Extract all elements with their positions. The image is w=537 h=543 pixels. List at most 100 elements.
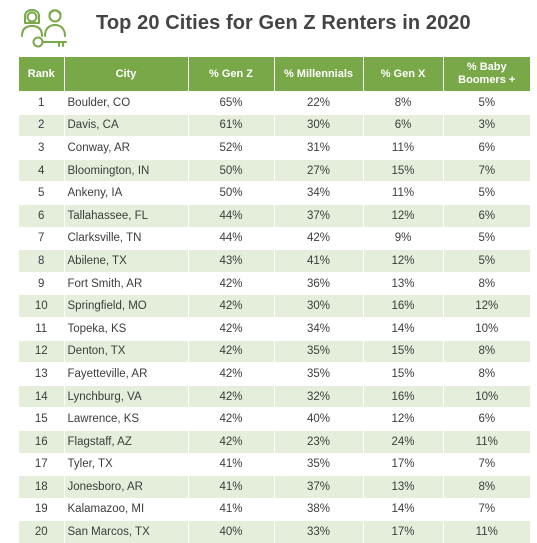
cell-gen-x: 17% (363, 452, 444, 476)
cell-baby-boomers: 6% (443, 136, 530, 160)
cell-city: Davis, CA (64, 113, 189, 137)
cell-gen-x: 15% (363, 362, 444, 386)
column-header-gen-z: % Gen Z (188, 57, 275, 92)
cell-gen-x: 17% (363, 520, 444, 543)
cell-baby-boomers: 8% (443, 362, 530, 386)
cell-millennials: 32% (274, 384, 364, 408)
cell-gen-x: 16% (363, 294, 444, 318)
table-header: Rank City% Gen Z% Millennials% Gen X% Bab… (19, 57, 530, 92)
table-row: 9 Fort Smith, AR 42% 36% 13% 8% (19, 271, 530, 295)
cell-city: Tallahassee, FL (64, 203, 189, 228)
cell-rank: 13 (19, 362, 65, 386)
table-row: 2 Davis, CA 61% 30% 6% 3% (19, 113, 530, 137)
cell-millennials: 23% (274, 429, 364, 453)
cell-baby-boomers: 5% (443, 91, 530, 115)
cell-millennials: 37% (274, 475, 364, 499)
header: Top 20 Cities for Gen Z Renters in 2020 (0, 0, 537, 57)
cell-rank: 4 (19, 158, 65, 182)
cell-city: Lawrence, KS (64, 407, 189, 431)
cell-baby-boomers: 3% (443, 113, 530, 137)
table-row: 15 Lawrence, KS 42% 40% 12% 6% (19, 407, 530, 431)
table-row: 7 Clarksville, TN 44% 42% 9% 5% (19, 226, 530, 250)
cell-gen-x: 14% (363, 497, 444, 521)
cell-millennials: 31% (274, 136, 364, 160)
cell-millennials: 22% (274, 91, 364, 115)
cell-millennials: 38% (274, 497, 364, 521)
cell-baby-boomers: 12% (443, 294, 530, 318)
cell-baby-boomers: 11% (443, 520, 530, 543)
table-row: 12 Denton, TX 42% 35% 15% 8% (19, 339, 530, 363)
table-row: 10 Springfield, MO 42% 30% 16% 12% (19, 294, 530, 318)
cell-baby-boomers: 6% (443, 407, 530, 431)
cell-millennials: 30% (274, 113, 364, 137)
cell-baby-boomers: 8% (443, 271, 530, 295)
cell-millennials: 42% (274, 226, 364, 250)
cell-gen-z: 42% (188, 384, 275, 408)
cell-gen-z: 42% (188, 271, 275, 295)
cell-millennials: 34% (274, 181, 364, 205)
cell-city: Conway, AR (64, 136, 189, 160)
cell-rank: 16 (19, 429, 65, 453)
cities-table: Rank City% Gen Z% Millennials% Gen X% Bab… (19, 57, 530, 543)
table-row: 14 Lynchburg, VA 42% 32% 16% 10% (19, 384, 530, 408)
table-row: 17 Tyler, TX 41% 35% 17% 7% (19, 452, 530, 476)
cell-baby-boomers: 6% (443, 203, 530, 228)
cell-millennials: 27% (274, 158, 364, 182)
cell-city: Denton, TX (64, 339, 189, 363)
cell-rank: 19 (19, 497, 65, 521)
cell-gen-x: 15% (363, 158, 444, 182)
cell-gen-z: 50% (188, 181, 275, 205)
cell-millennials: 40% (274, 407, 364, 431)
page-title: Top 20 Cities for Gen Z Renters in 2020 (96, 12, 471, 34)
cell-gen-z: 42% (188, 339, 275, 363)
cell-city: Tyler, TX (64, 452, 189, 476)
column-header-millennials: % Millennials (274, 57, 364, 92)
cell-rank: 3 (19, 136, 65, 160)
cell-city: Jonesboro, AR (64, 475, 189, 499)
cell-gen-x: 13% (363, 475, 444, 499)
cell-millennials: 41% (274, 249, 364, 273)
table-row: 1 Boulder, CO 65% 22% 8% 5% (19, 91, 530, 115)
cell-gen-z: 43% (188, 249, 275, 273)
cell-city: Ankeny, IA (64, 181, 189, 205)
table-row: 4 Bloomington, IN 50% 27% 15% 7% (19, 158, 530, 182)
cell-gen-x: 11% (363, 181, 444, 205)
header-row: Rank City% Gen Z% Millennials% Gen X% Bab… (19, 57, 530, 92)
column-header-gen-x: % Gen X (363, 57, 444, 92)
cell-gen-x: 9% (363, 226, 444, 250)
cell-millennials: 35% (274, 362, 364, 386)
cell-gen-x: 13% (363, 271, 444, 295)
cell-gen-z: 42% (188, 429, 275, 453)
cell-rank: 1 (19, 91, 65, 115)
table-row: 3 Conway, AR 52% 31% 11% 6% (19, 136, 530, 160)
cell-city: San Marcos, TX (64, 520, 189, 543)
cell-rank: 5 (19, 181, 65, 205)
cell-rank: 11 (19, 316, 65, 341)
cell-city: Flagstaff, AZ (64, 429, 189, 453)
table-row: 19 Kalamazoo, MI 41% 38% 14% 7% (19, 497, 530, 521)
cell-gen-x: 8% (363, 91, 444, 115)
cell-rank: 2 (19, 113, 65, 137)
table-row: 5 Ankeny, IA 50% 34% 11% 5% (19, 181, 530, 205)
cell-baby-boomers: 5% (443, 249, 530, 273)
cell-city: Kalamazoo, MI (64, 497, 189, 521)
cell-baby-boomers: 5% (443, 181, 530, 205)
cell-baby-boomers: 7% (443, 158, 530, 182)
cell-gen-x: 16% (363, 384, 444, 408)
cell-baby-boomers: 5% (443, 226, 530, 250)
cell-gen-z: 44% (188, 226, 275, 250)
cell-rank: 15 (19, 407, 65, 431)
cell-millennials: 35% (274, 452, 364, 476)
cell-baby-boomers: 10% (443, 316, 530, 341)
cell-gen-x: 12% (363, 249, 444, 273)
table-row: 11 Topeka, KS 42% 34% 14% 10% (19, 316, 530, 341)
cell-rank: 7 (19, 226, 65, 250)
table-body: 1 Boulder, CO 65% 22% 8% 5% 2 Davis, CA 61% 30% 6%… (19, 91, 530, 543)
cell-city: Fayetteville, AR (64, 362, 189, 386)
cell-gen-x: 12% (363, 203, 444, 228)
table-row: 16 Flagstaff, AZ 42% 23% 24% 11% (19, 429, 530, 453)
cell-gen-x: 24% (363, 429, 444, 453)
cell-baby-boomers: 10% (443, 384, 530, 408)
cell-city: Fort Smith, AR (64, 271, 189, 295)
cell-millennials: 33% (274, 520, 364, 543)
